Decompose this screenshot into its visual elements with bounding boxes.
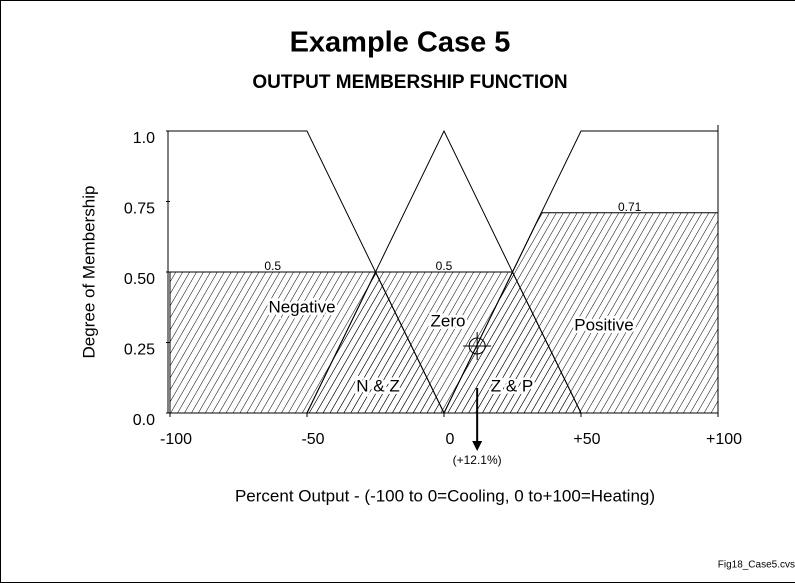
y-tick-label: 0.50 bbox=[124, 271, 155, 288]
x-tick-label: -50 bbox=[301, 431, 324, 448]
y-tick-label: 0.0 bbox=[133, 412, 155, 429]
series-label: Zero bbox=[431, 311, 466, 330]
x-tick-label: 0 bbox=[446, 431, 455, 448]
y-tick-label: 0.25 bbox=[124, 342, 155, 359]
membership-line bbox=[170, 130, 445, 414]
series-label: Positive bbox=[574, 315, 634, 334]
y-tick-label: 1.0 bbox=[133, 130, 155, 147]
x-tick-label: -100 bbox=[160, 431, 192, 448]
clip-label: 0.5 bbox=[264, 259, 281, 273]
membership-line bbox=[306, 129, 582, 414]
clip-label: 0.71 bbox=[618, 200, 642, 214]
chart-title: Example Case 5 bbox=[290, 27, 511, 59]
x-tick-label: +50 bbox=[573, 431, 600, 448]
clip-label: 0.5 bbox=[436, 259, 453, 273]
overlap-label: Z & P bbox=[491, 376, 534, 395]
footer: Fig18_Case5.cvs bbox=[718, 560, 795, 571]
series-label: Negative bbox=[268, 297, 335, 316]
x-tick-label: +100 bbox=[706, 431, 742, 448]
result-arrowhead bbox=[472, 441, 483, 451]
y-axis-label: Degree of Membership bbox=[79, 186, 98, 359]
overlap-label: N & Z bbox=[356, 376, 399, 395]
membership-line bbox=[443, 130, 718, 414]
result-label: (+12.1%) bbox=[453, 453, 502, 467]
chart-subtitle: OUTPUT MEMBERSHIP FUNCTION bbox=[252, 72, 567, 93]
x-axis-label: Percent Output - (-100 to 0=Cooling, 0 t… bbox=[235, 486, 655, 505]
y-tick-label: 0.75 bbox=[124, 201, 155, 218]
